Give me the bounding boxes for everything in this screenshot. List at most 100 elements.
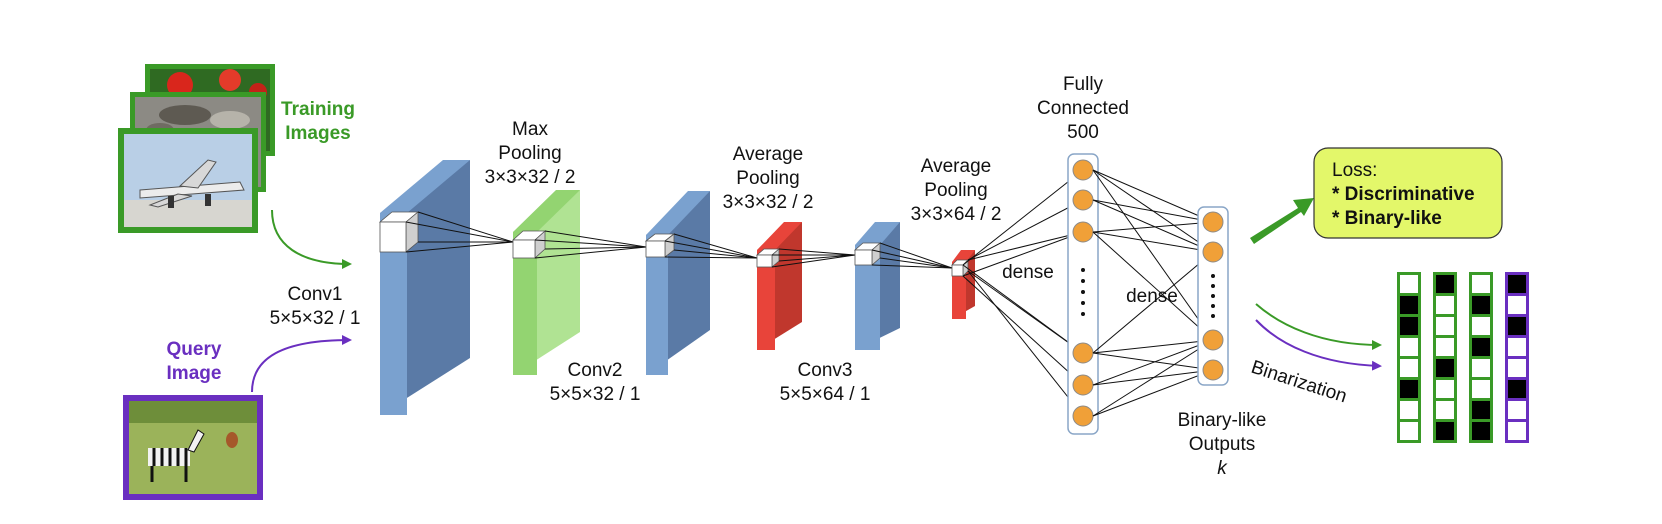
fc-neuron	[1072, 342, 1094, 364]
avgpool2-label-line2: Pooling	[924, 180, 987, 201]
code-bit-zero	[1508, 338, 1526, 356]
code-bit-one	[1508, 275, 1526, 293]
code-bit-zero	[1400, 275, 1418, 293]
dense-label-2: dense	[1126, 286, 1178, 307]
conv3-to-avgpool2-connections	[871, 242, 953, 269]
maxpool-to-conv2-connections	[534, 230, 647, 259]
outputs-label-line1: Binary-like	[1178, 410, 1267, 431]
loss-title: Loss:	[1332, 160, 1377, 181]
avgpool1-label-line1: Average	[733, 144, 803, 165]
avgpool1-spec: 3×3×32 / 2	[723, 192, 814, 213]
avgpool1-block	[755, 222, 802, 350]
training-images-label-line1: Training	[281, 99, 355, 120]
code-bit-zero	[1472, 359, 1490, 377]
binarization-arrow-training	[1255, 303, 1382, 350]
code-bit-one	[1508, 317, 1526, 335]
conv1-label: Conv1	[288, 284, 343, 305]
fc-label-line2: Connected	[1037, 98, 1129, 119]
code-bit-zero	[1472, 317, 1490, 335]
conv3-spec: 5×5×64 / 1	[780, 384, 871, 405]
training-images-stack	[118, 64, 275, 233]
code-bit-zero	[1436, 296, 1454, 314]
code-bit-one	[1472, 338, 1490, 356]
query-image-label-line2: Image	[167, 363, 222, 384]
conv2-label: Conv2	[568, 360, 623, 381]
binarization-label: Binarization	[1248, 357, 1349, 408]
training-images-label-line2: Images	[285, 123, 350, 144]
output-neuron	[1202, 241, 1224, 263]
output-layer	[1197, 206, 1229, 386]
code-bit-one	[1472, 401, 1490, 419]
code-bit-one	[1400, 296, 1418, 314]
query-code-column	[1505, 272, 1529, 443]
output-neuron	[1202, 211, 1224, 233]
code-bit-one	[1400, 317, 1418, 335]
training-code-column	[1397, 272, 1421, 443]
conv3-label: Conv3	[798, 360, 853, 381]
code-bit-one	[1508, 380, 1526, 398]
code-bit-zero	[1472, 275, 1490, 293]
fc-layer	[1067, 153, 1099, 435]
binary-codes	[1397, 272, 1529, 443]
conv1-block	[378, 160, 470, 415]
code-bit-zero	[1400, 422, 1418, 440]
training-code-column	[1469, 272, 1493, 443]
code-bit-zero	[1436, 338, 1454, 356]
code-bit-zero	[1472, 380, 1490, 398]
code-bit-zero	[1508, 422, 1526, 440]
loss-arrow	[1250, 198, 1314, 244]
code-bit-zero	[1508, 359, 1526, 377]
avgpool2-spec: 3×3×64 / 2	[911, 204, 1002, 225]
query-image-label-line1: Query	[167, 339, 222, 360]
code-bit-one	[1472, 296, 1490, 314]
fc-neuron	[1072, 374, 1094, 396]
code-bit-one	[1436, 359, 1454, 377]
query-image	[123, 395, 263, 500]
conv2-block	[644, 191, 710, 375]
training-input-arrow	[271, 209, 352, 269]
avgpool2-block	[951, 250, 975, 319]
outputs-label-line2: Outputs	[1189, 434, 1256, 455]
avgpool1-to-conv3-connections	[771, 248, 856, 268]
outputs-label-k: k	[1217, 458, 1228, 479]
fc-label-line3: 500	[1067, 122, 1099, 143]
code-bit-zero	[1436, 401, 1454, 419]
fc-label-line1: Fully	[1063, 74, 1104, 95]
avgpool2-label-line1: Average	[921, 156, 991, 177]
binarization-arrow-query	[1255, 319, 1382, 371]
code-bit-one	[1472, 422, 1490, 440]
training-image-airplane	[118, 128, 258, 233]
conv2-to-avgpool1-connections	[664, 233, 758, 259]
loss-item-binary-like: * Binary-like	[1332, 208, 1442, 229]
conv1-to-maxpool-connections	[405, 211, 514, 253]
code-bit-zero	[1400, 401, 1418, 419]
code-bit-zero	[1436, 317, 1454, 335]
code-bit-one	[1400, 380, 1418, 398]
training-code-column	[1433, 272, 1457, 443]
code-bit-one	[1436, 275, 1454, 293]
avgpool2-to-fc-connections	[962, 169, 1084, 417]
loss-item-discriminative: * Discriminative	[1332, 184, 1475, 205]
output-neuron	[1202, 329, 1224, 351]
maxpool-label-line1: Max	[512, 119, 548, 140]
code-bit-zero	[1508, 401, 1526, 419]
code-bit-zero	[1400, 359, 1418, 377]
fc-neuron	[1072, 221, 1094, 243]
fc-to-output-connections	[1092, 169, 1214, 417]
code-bit-zero	[1400, 338, 1418, 356]
code-bit-one	[1436, 422, 1454, 440]
conv1-spec: 5×5×32 / 1	[270, 308, 361, 329]
conv3-block	[853, 222, 900, 350]
code-bit-zero	[1508, 296, 1526, 314]
fc-neuron	[1072, 189, 1094, 211]
maxpool-block	[511, 190, 580, 375]
maxpool-label-line2: Pooling	[498, 143, 561, 164]
fc-neuron	[1072, 405, 1094, 427]
fc-neuron	[1072, 159, 1094, 181]
avgpool1-label-line2: Pooling	[736, 168, 799, 189]
query-input-arrow	[251, 335, 352, 393]
loss-box: Loss: * Discriminative * Binary-like	[1313, 147, 1503, 239]
maxpool-spec: 3×3×32 / 2	[485, 167, 576, 188]
output-neuron	[1202, 359, 1224, 381]
